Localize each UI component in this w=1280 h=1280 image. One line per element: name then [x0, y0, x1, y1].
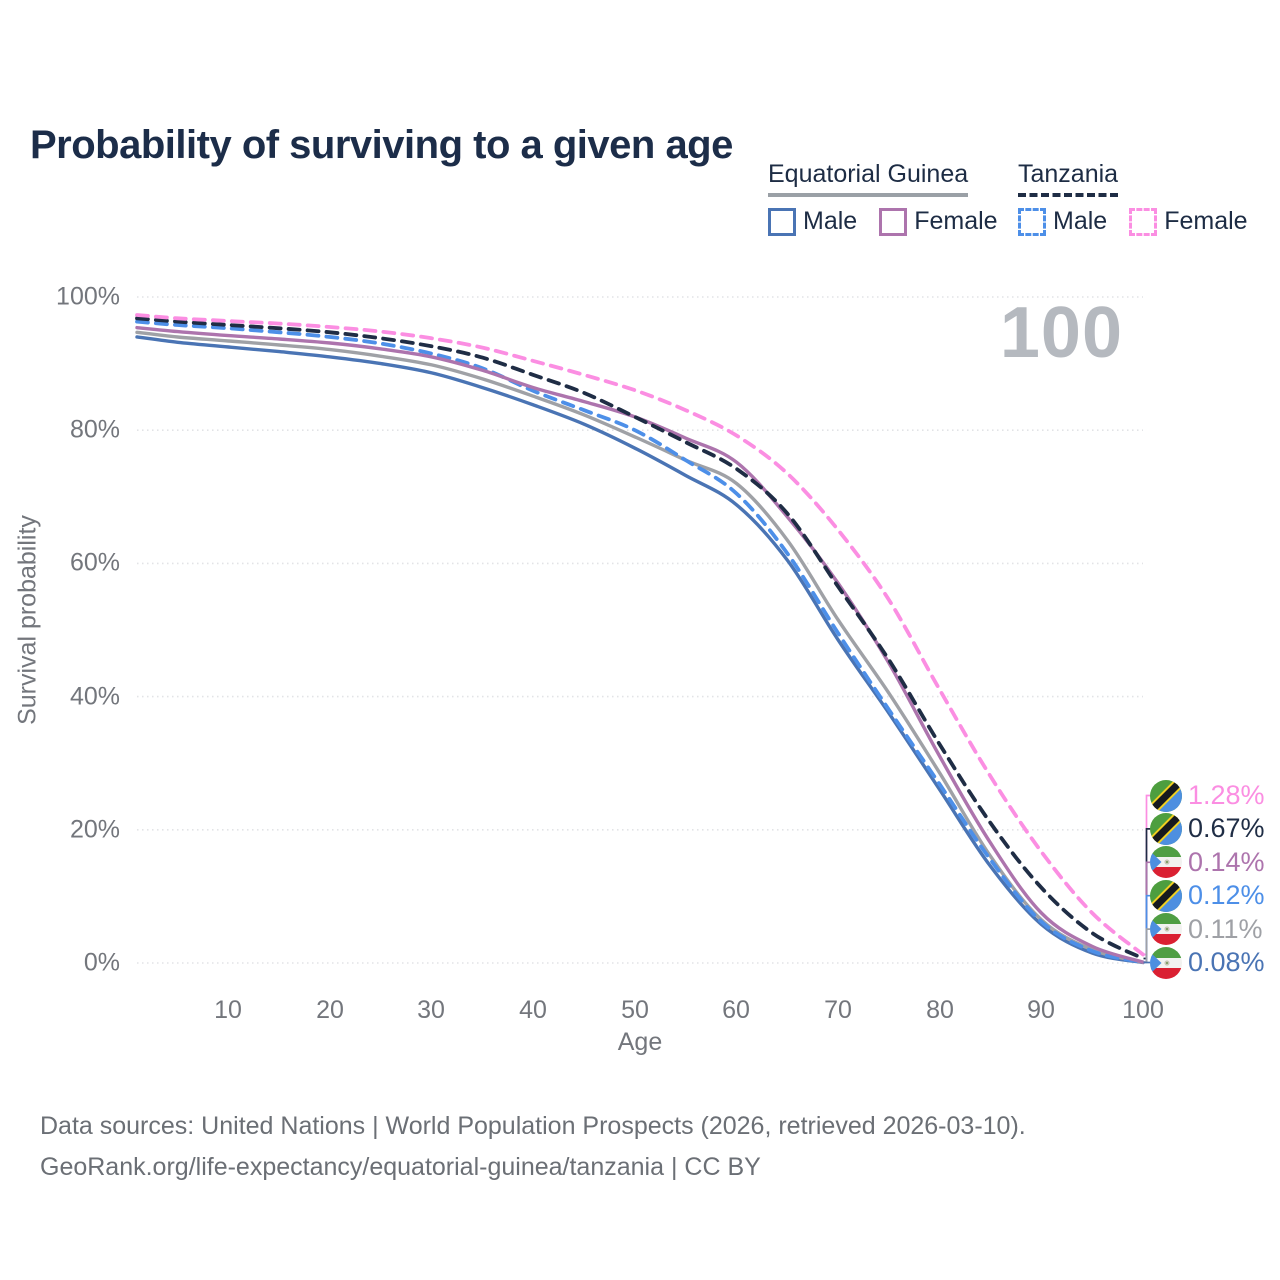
legend-item-tz-female[interactable]: Female: [1129, 207, 1248, 236]
x-tick-70: 70: [824, 996, 852, 1024]
legend-item-label: Female: [914, 207, 998, 235]
legend-country-label: Tanzania: [1018, 160, 1119, 197]
legend-group-equatorial-guinea: Equatorial Guinea Male Female: [768, 160, 998, 236]
end-label-tz-both: 0.67%: [1150, 812, 1265, 845]
end-value: 0.12%: [1188, 880, 1265, 911]
y-tick-0: 0%: [83, 948, 120, 977]
x-axis-title: Age: [617, 1028, 663, 1056]
legend-item-tz-male[interactable]: Male: [1018, 207, 1107, 236]
equatorial-guinea-flag-icon: [1150, 913, 1182, 945]
legend-item-label: Male: [803, 207, 858, 235]
x-tick-50: 50: [621, 996, 649, 1024]
end-label-gq-male: 0.08%: [1150, 946, 1265, 979]
x-tick-60: 60: [722, 996, 750, 1024]
tanzania-flag-icon: [1150, 813, 1182, 845]
y-tick-60: 60%: [69, 548, 120, 577]
end-value: 1.28%: [1188, 780, 1265, 810]
end-label-tz-female: 1.28%: [1150, 779, 1265, 812]
tanzania-flag-icon: [1150, 780, 1182, 812]
end-label-tz-male: 0.12%: [1150, 879, 1265, 912]
legend-country-label: Equatorial Guinea: [768, 160, 969, 197]
legend-item-eq-male[interactable]: Male: [768, 207, 857, 236]
end-value: 0.67%: [1188, 813, 1265, 844]
series-line-tanzania-male: [135, 319, 1145, 965]
series-line-equatorial-guinea-male: [135, 335, 1145, 965]
series-line-tanzania-female: [135, 313, 1145, 957]
end-value: 0.14%: [1188, 846, 1265, 877]
end-label-gq-female: 0.14%: [1150, 846, 1265, 879]
legend-item-label: Male: [1053, 207, 1108, 235]
tanzania-flag-icon: [1150, 880, 1182, 912]
y-tick-80: 80%: [69, 415, 120, 444]
series-line-equatorial-guinea-female: [135, 325, 1145, 964]
data-sources-note: Data sources: United Nations | World Pop…: [40, 1112, 1026, 1140]
legend-item-eq-female[interactable]: Female: [879, 207, 998, 236]
footer: Data sources: United Nations | World Pop…: [40, 1106, 1026, 1188]
source-url: GeoRank.org/life-expectancy/equatorial-g…: [40, 1153, 761, 1181]
y-tick-100: 100%: [56, 282, 120, 311]
end-label-gq-both: 0.11%: [1150, 913, 1263, 946]
tz-male-swatch-icon: [1018, 207, 1046, 236]
x-tick-100: 100: [1122, 996, 1164, 1024]
end-value: 0.11%: [1188, 913, 1263, 944]
x-tick-20: 20: [316, 996, 344, 1024]
eq-female-swatch-icon: [879, 207, 908, 236]
x-tick-30: 30: [417, 996, 445, 1024]
x-tick-90: 90: [1027, 996, 1055, 1024]
eq-male-swatch-icon: [768, 207, 796, 236]
equatorial-guinea-flag-icon: [1150, 846, 1182, 878]
series-line-tanzania-both-sexes: [135, 316, 1145, 961]
y-tick-40: 40%: [69, 682, 120, 711]
x-tick-10: 10: [214, 996, 242, 1024]
legend-group-tanzania: Tanzania Male Female: [1018, 160, 1248, 236]
tz-female-swatch-icon: [1129, 207, 1158, 236]
end-value: 0.08%: [1188, 947, 1265, 977]
x-tick-80: 80: [926, 996, 954, 1024]
page-title: Probability of surviving to a given age: [30, 122, 733, 167]
x-tick-40: 40: [519, 996, 547, 1024]
series-line-equatorial-guinea-both-sexes: [135, 330, 1145, 964]
hover-age-indicator: 100: [999, 293, 1123, 373]
legend-item-label: Female: [1164, 207, 1248, 235]
equatorial-guinea-flag-icon: [1150, 947, 1182, 979]
y-tick-20: 20%: [69, 815, 120, 844]
